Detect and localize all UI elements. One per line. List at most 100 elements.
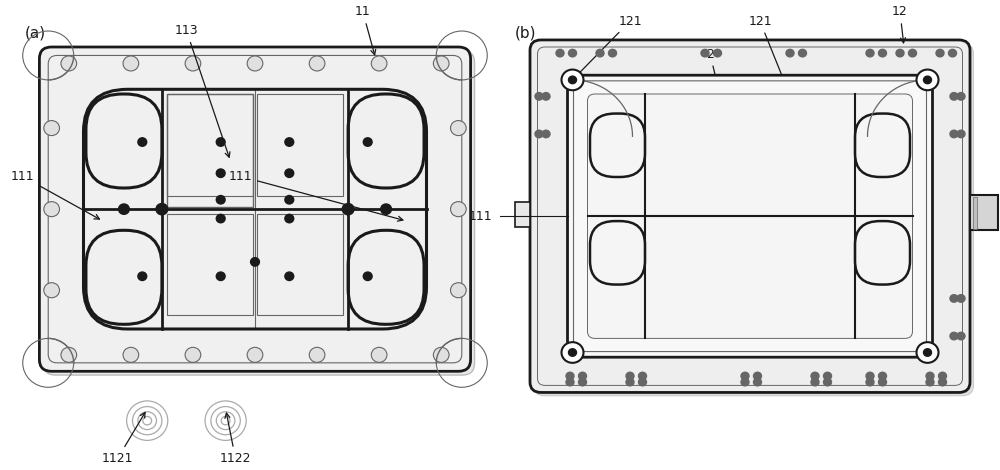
Circle shape [451, 120, 466, 136]
Circle shape [247, 56, 263, 71]
Circle shape [605, 317, 610, 322]
Circle shape [156, 204, 168, 215]
Circle shape [879, 372, 887, 380]
Circle shape [849, 317, 854, 322]
Circle shape [626, 378, 634, 386]
Circle shape [381, 204, 391, 214]
Circle shape [950, 332, 958, 340]
Circle shape [123, 347, 139, 362]
Circle shape [639, 372, 646, 380]
Bar [257, 94, 343, 196]
Circle shape [646, 235, 651, 239]
Circle shape [916, 70, 938, 90]
Circle shape [879, 49, 887, 57]
Circle shape [451, 202, 466, 217]
Circle shape [363, 272, 372, 281]
Circle shape [957, 295, 965, 302]
Text: 11: 11 [355, 5, 376, 55]
Circle shape [926, 372, 934, 380]
Circle shape [363, 138, 372, 146]
Text: 111: 111 [228, 170, 403, 221]
Circle shape [950, 93, 958, 100]
FancyBboxPatch shape [530, 40, 970, 392]
Text: (a): (a) [25, 26, 46, 41]
Circle shape [849, 235, 854, 239]
Circle shape [890, 152, 895, 157]
Circle shape [138, 138, 147, 146]
Circle shape [809, 276, 814, 281]
Circle shape [216, 272, 225, 281]
Circle shape [562, 342, 584, 363]
Circle shape [849, 193, 854, 198]
Circle shape [646, 276, 651, 281]
Circle shape [216, 138, 225, 146]
Circle shape [216, 196, 225, 204]
Circle shape [924, 76, 932, 84]
Circle shape [950, 295, 958, 302]
Circle shape [936, 49, 944, 57]
Circle shape [309, 56, 325, 71]
Circle shape [371, 56, 387, 71]
Circle shape [754, 372, 762, 380]
Circle shape [61, 347, 77, 362]
Circle shape [285, 196, 294, 204]
Circle shape [119, 204, 129, 214]
Circle shape [451, 282, 466, 298]
Circle shape [309, 347, 325, 362]
FancyBboxPatch shape [534, 43, 974, 396]
Circle shape [535, 93, 543, 100]
FancyBboxPatch shape [568, 75, 932, 357]
Circle shape [535, 130, 543, 138]
Text: 2: 2 [706, 47, 750, 212]
Circle shape [646, 317, 651, 322]
Circle shape [216, 169, 225, 178]
Circle shape [285, 214, 294, 223]
Circle shape [44, 120, 59, 136]
Circle shape [542, 130, 550, 138]
Circle shape [938, 372, 946, 380]
Circle shape [849, 152, 854, 157]
Circle shape [556, 49, 564, 57]
Circle shape [811, 378, 819, 386]
Circle shape [185, 347, 201, 362]
Circle shape [866, 49, 874, 57]
Text: 121: 121 [575, 15, 642, 77]
Circle shape [605, 276, 610, 281]
Circle shape [809, 317, 814, 322]
Circle shape [605, 193, 610, 198]
Circle shape [727, 152, 732, 157]
Circle shape [727, 193, 732, 198]
Circle shape [809, 193, 814, 198]
Circle shape [811, 372, 819, 380]
Text: 1121: 1121 [102, 413, 145, 465]
Circle shape [950, 130, 958, 138]
Circle shape [908, 49, 916, 57]
Circle shape [754, 378, 762, 386]
Circle shape [61, 56, 77, 71]
Text: 113: 113 [175, 24, 230, 157]
Circle shape [824, 378, 832, 386]
Circle shape [568, 49, 576, 57]
Circle shape [890, 235, 895, 239]
Circle shape [247, 347, 263, 362]
Circle shape [44, 202, 59, 217]
Circle shape [578, 372, 586, 380]
Circle shape [686, 110, 691, 115]
Bar [167, 94, 253, 196]
Circle shape [686, 235, 691, 239]
Circle shape [866, 372, 874, 380]
Circle shape [686, 152, 691, 157]
Bar [970, 195, 998, 230]
Circle shape [686, 317, 691, 322]
Circle shape [957, 130, 965, 138]
Circle shape [605, 110, 610, 115]
Text: 121: 121 [748, 15, 785, 83]
Circle shape [948, 49, 956, 57]
Circle shape [798, 49, 806, 57]
Circle shape [371, 347, 387, 362]
Circle shape [768, 152, 773, 157]
Circle shape [701, 49, 709, 57]
Circle shape [768, 193, 773, 198]
Text: (b): (b) [515, 26, 536, 41]
Circle shape [646, 152, 651, 157]
